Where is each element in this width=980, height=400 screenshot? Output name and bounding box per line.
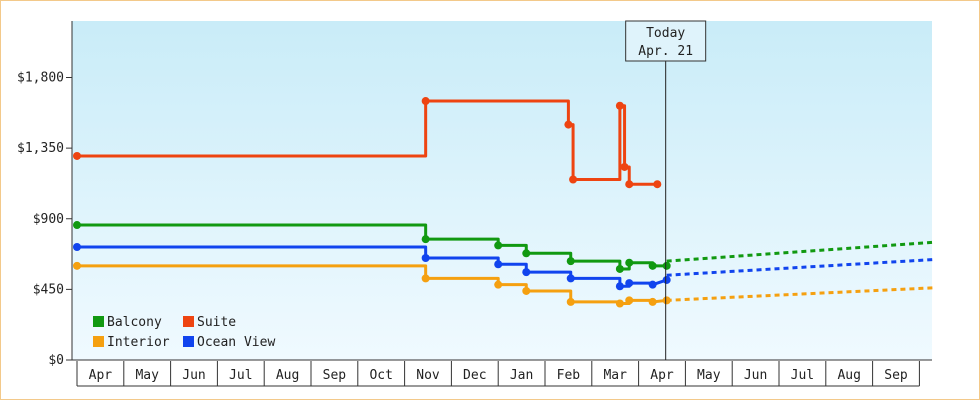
legend-swatch <box>183 336 194 347</box>
data-point <box>73 151 81 160</box>
data-point <box>566 257 575 266</box>
data-point <box>625 279 634 288</box>
x-tick-label: Feb <box>557 368 581 383</box>
data-point <box>625 296 634 305</box>
series-suite <box>73 97 662 189</box>
data-point <box>494 280 503 289</box>
today-date: Apr. 21 <box>638 44 693 59</box>
x-tick-label: Apr <box>89 368 113 383</box>
y-tick-label: $1,800 <box>17 71 64 86</box>
series-balcony <box>73 221 934 273</box>
x-tick-label: Aug <box>837 368 860 383</box>
x-tick-label: Jul <box>229 368 252 383</box>
legend-swatch <box>93 316 104 327</box>
legend-label: Ocean View <box>197 335 275 350</box>
data-point <box>522 286 531 295</box>
data-point <box>566 297 575 306</box>
y-tick-label: $0 <box>48 353 64 368</box>
x-tick-label: Jun <box>182 368 205 383</box>
today-box <box>625 20 707 62</box>
data-point <box>569 175 578 184</box>
data-point <box>494 260 503 269</box>
x-tick-label: Jan <box>510 368 533 383</box>
data-point <box>615 299 624 308</box>
x-tick-label: Sep <box>323 368 347 383</box>
data-point <box>421 253 430 262</box>
x-tick-label: Nov <box>416 368 440 383</box>
x-tick-label: Mar <box>603 368 627 383</box>
x-tick-label: May <box>135 368 159 383</box>
data-point <box>421 235 430 244</box>
today-label: Today <box>646 26 685 41</box>
data-point <box>494 241 503 250</box>
x-tick-label: May <box>697 368 721 383</box>
series-layer <box>73 97 934 308</box>
y-tick-label: $1,350 <box>17 141 64 156</box>
data-point <box>522 268 531 277</box>
series-line <box>77 264 667 305</box>
legend: Balcony Suite Interior Ocean View <box>93 315 275 350</box>
x-tick-label: Apr <box>650 368 674 383</box>
data-point <box>73 221 81 230</box>
series-interior <box>73 261 934 308</box>
data-point <box>421 274 430 283</box>
x-tick-label: Aug <box>276 368 299 383</box>
data-point <box>73 243 81 251</box>
data-point <box>662 275 671 284</box>
x-tick-label: Jul <box>791 368 814 383</box>
plot-area <box>72 21 932 360</box>
y-tick-label: $450 <box>33 282 64 297</box>
legend-swatch <box>93 336 104 347</box>
data-point <box>648 280 657 289</box>
series-ocean-view <box>73 243 934 291</box>
data-point <box>615 264 624 273</box>
data-point <box>653 180 662 189</box>
data-point <box>615 282 624 291</box>
x-tick-label: Jun <box>744 368 767 383</box>
data-point <box>566 274 575 283</box>
today-marker: Today Apr. 21 <box>625 20 707 360</box>
x-tick-label: Oct <box>369 368 392 383</box>
legend-label: Balcony <box>107 315 162 330</box>
data-point <box>615 101 624 110</box>
legend-label: Suite <box>197 315 236 330</box>
data-point <box>625 258 634 267</box>
data-point <box>620 162 629 171</box>
axes: $0 $450 $900 $1,350 $1,800 Apr May Jun Jul Aug Sep… <box>17 21 932 387</box>
data-point <box>648 297 657 306</box>
data-point <box>648 261 657 270</box>
data-point <box>73 261 81 270</box>
data-point <box>625 180 634 189</box>
x-tick-label: Dec <box>463 368 486 383</box>
data-point <box>564 120 573 129</box>
y-tick-label: $900 <box>33 212 64 227</box>
x-tick-label: Sep <box>884 368 908 383</box>
data-point <box>522 249 531 258</box>
data-point <box>421 97 430 106</box>
legend-label: Interior <box>107 335 170 350</box>
data-point <box>662 261 671 270</box>
legend-swatch <box>183 316 194 327</box>
